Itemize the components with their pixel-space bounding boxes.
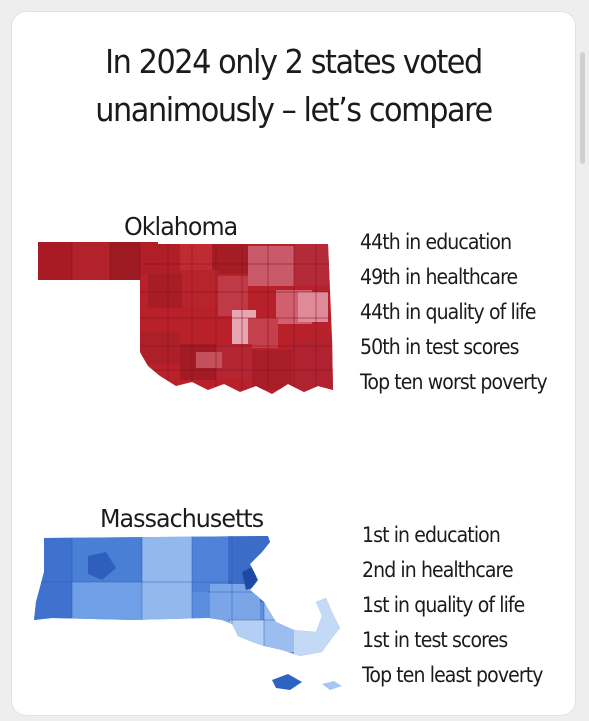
oklahoma-label: Oklahoma [124,212,238,241]
oklahoma-map [38,242,333,394]
stat-item: 44th in education [360,230,512,254]
massachusetts-label: Massachusetts [100,504,264,533]
stat-item: Top ten worst poverty [360,370,548,394]
scrollbar-thumb[interactable] [580,52,585,164]
post-title: In 2024 only 2 states voted unanimously … [35,38,553,134]
stat-item: 1st in test scores [362,628,508,652]
title-line-2: unanimously – let’s compare [95,90,493,129]
massachusetts-map [34,536,342,690]
stat-item: 2nd in healthcare [362,558,514,582]
oklahoma-stats: 44th in education 49th in healthcare 44t… [360,225,568,400]
stat-item: 49th in healthcare [360,265,518,289]
stat-item: 44th in quality of life [360,300,537,324]
massachusetts-stats: 1st in education 2nd in healthcare 1st i… [362,518,563,693]
stat-item: 50th in test scores [360,335,519,359]
stat-item: 1st in quality of life [362,593,525,617]
post-card: In 2024 only 2 states voted unanimously … [12,12,575,715]
stat-item: 1st in education [362,523,501,547]
stat-item: Top ten least poverty [362,663,543,687]
title-line-1: In 2024 only 2 states voted [105,42,483,81]
